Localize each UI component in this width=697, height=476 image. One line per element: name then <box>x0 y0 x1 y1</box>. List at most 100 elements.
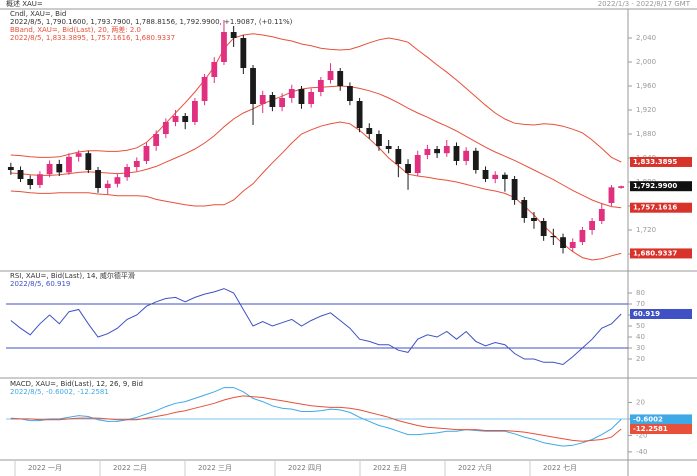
candle-body <box>308 92 315 104</box>
candle-body <box>46 164 53 175</box>
candle-body <box>618 186 625 188</box>
price-tag <box>630 248 692 259</box>
x-tick-label: 2022 四月 <box>288 464 322 472</box>
x-tick-label: 2022 六月 <box>458 463 492 472</box>
x-tick-label: 2022 一月 <box>28 464 62 472</box>
y-tick-label: 2,040 <box>636 34 656 42</box>
price-tag <box>630 181 692 192</box>
candle-body <box>153 134 160 146</box>
candle-body <box>531 218 537 221</box>
candle-body <box>162 122 169 134</box>
y-tick-label: 20 <box>636 355 645 363</box>
y-tick-label: 1,880 <box>636 130 656 138</box>
candle-body <box>221 32 227 62</box>
candle-body <box>560 237 566 248</box>
candle-body <box>327 71 334 80</box>
legend-title: BBand, XAU=, Bid(Last), 20, 两差: 2.0 <box>10 25 141 34</box>
candle-body <box>133 161 140 167</box>
candle-body <box>7 167 14 170</box>
candle-body <box>17 170 24 179</box>
candle-body <box>434 149 440 154</box>
price-tag-label: 1,833.3895 <box>633 158 677 166</box>
price-tag <box>630 308 692 319</box>
candle-body <box>114 177 121 184</box>
price-tag <box>630 202 692 213</box>
price-tag <box>630 414 692 425</box>
candle-body <box>376 134 382 146</box>
price-tag-label: 1,757.1616 <box>633 204 677 212</box>
header-title: 概述 XAU= <box>6 0 43 8</box>
candle-body <box>95 170 101 188</box>
candle-body <box>240 38 247 68</box>
candle-body <box>502 174 508 179</box>
candle-body <box>104 183 111 188</box>
candle-body <box>211 62 218 77</box>
legend-values: 2022/8/5, -0.6002, -12.2581 <box>10 388 109 396</box>
candle-body <box>463 150 470 161</box>
x-tick-label: 2022 七月 <box>543 463 577 472</box>
legend-title: RSI, XAU=, Bid(Last), 14, 威尔德平滑 <box>10 271 135 280</box>
candle-body <box>143 146 150 161</box>
price-tag-label: 1,792.9900 <box>633 182 677 190</box>
candle-body <box>85 153 92 170</box>
candle-body <box>482 170 489 179</box>
legend-title: Cndl, XAU=, Bid <box>10 10 66 18</box>
candle-body <box>453 146 460 161</box>
series-line <box>10 121 622 261</box>
series-line <box>10 288 622 366</box>
candle-body <box>540 221 547 236</box>
candle-body <box>366 128 373 134</box>
candle-body <box>66 156 72 173</box>
candle-body <box>579 230 586 242</box>
candle-body <box>598 209 605 221</box>
candle-body <box>279 98 285 107</box>
price-tag <box>630 424 692 435</box>
y-tick-label: 2,000 <box>636 58 656 66</box>
candle-body <box>192 101 198 122</box>
candle-body <box>589 221 595 230</box>
legend-values: 2022/8/5, 1,833.3895, 1,757.1616, 1,680.… <box>10 34 175 42</box>
series-line <box>10 395 622 442</box>
y-tick-label: 20 <box>636 398 645 406</box>
y-tick-label: 80 <box>636 289 645 297</box>
candle-body <box>259 95 266 104</box>
y-tick-label: 70 <box>636 300 645 308</box>
header-range: 2022/1/3 - 2022/8/17 GMT <box>598 0 691 8</box>
y-tick-label: -20 <box>636 431 647 439</box>
candle-body <box>443 146 450 154</box>
candle-body <box>317 80 324 92</box>
candle-body <box>395 149 402 164</box>
y-tick-label: 1,920 <box>636 106 656 114</box>
candle-body <box>405 164 411 173</box>
price-tag-label: -12.2581 <box>633 425 668 433</box>
price-tag <box>630 156 692 167</box>
y-tick-label: 1,720 <box>636 226 656 234</box>
y-tick-label: 50 <box>636 322 645 330</box>
candle-body <box>298 89 305 104</box>
candle-body <box>124 167 130 178</box>
candle-body <box>347 86 353 101</box>
candle-body <box>27 179 34 185</box>
candle-body <box>356 101 363 128</box>
price-tag-label: 1,680.9337 <box>633 249 677 257</box>
candle-body <box>250 68 256 104</box>
candle-body <box>56 164 63 173</box>
candle-body <box>230 32 237 38</box>
price-tag-label: 60.919 <box>633 310 660 318</box>
y-tick-label: 40 <box>636 333 645 341</box>
x-tick-label: 2022 二月 <box>113 464 147 472</box>
candle-body <box>414 155 421 173</box>
candle-body <box>385 146 392 149</box>
x-tick-label: 2022 五月 <box>373 464 407 472</box>
candle-body <box>521 200 528 218</box>
series-line <box>10 33 622 163</box>
price-tag-label: -0.6002 <box>633 415 663 423</box>
candle-body <box>172 116 179 122</box>
candle-body <box>569 242 576 248</box>
candle-body <box>269 95 276 107</box>
x-tick-label: 2022 三月 <box>198 464 232 472</box>
candle-body <box>424 149 431 155</box>
candle-body <box>337 71 344 86</box>
